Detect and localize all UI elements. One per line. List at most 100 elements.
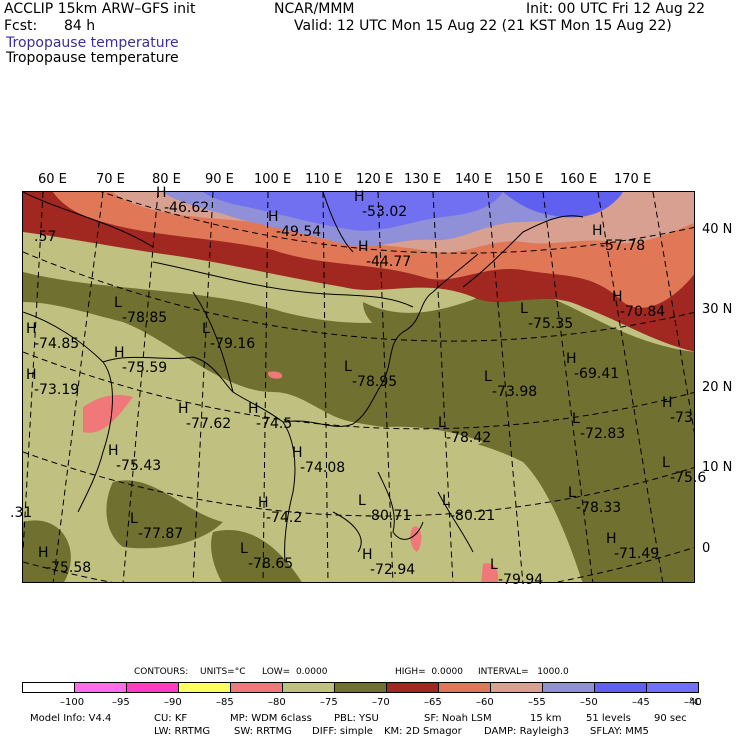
center-type: H	[178, 401, 189, 417]
center-value: -72.83	[580, 426, 626, 442]
center-label: L -78.95	[342, 360, 397, 390]
lon-label: 120 E	[356, 172, 394, 187]
colorbar-swatch	[282, 682, 335, 693]
colorbar-swatch	[438, 682, 491, 693]
center-value: -74.2	[266, 510, 303, 526]
center-type: H	[248, 401, 259, 417]
footer-diff: DIFF: simple	[312, 726, 373, 737]
center-label: L -75.35	[518, 302, 573, 332]
center-type: H	[268, 209, 279, 225]
center-label: L -80.71	[356, 494, 411, 524]
colorbar-tick-label: –60	[476, 697, 494, 708]
center-type: H	[362, 547, 373, 563]
center-label: H -74.08	[290, 446, 345, 476]
contours-high: HIGH= 0.0000	[395, 667, 463, 677]
center-type: L	[484, 369, 492, 385]
contours-interval: INTERVAL= 1000.0	[478, 667, 569, 677]
lon-label: 80 E	[152, 172, 181, 187]
map-panel	[22, 191, 695, 583]
colorbar-swatch	[334, 682, 387, 693]
coastlines	[23, 192, 584, 563]
center-type: H	[114, 345, 125, 361]
colorbar-tick-label: –75	[320, 697, 338, 708]
footer-levels: 51 levels	[586, 713, 631, 724]
center-label: L -78.65	[238, 542, 293, 572]
field-blue	[203, 192, 503, 231]
field-light-olive-patch	[353, 426, 483, 452]
center-value: -77.87	[138, 526, 184, 542]
center-type: H	[354, 189, 365, 205]
field-hotpink-bay	[267, 371, 283, 379]
center-label: H -72.94	[360, 548, 415, 578]
center-value: -78.33	[576, 500, 622, 516]
colorbar-unit: °C	[689, 697, 701, 708]
contours-label: CONTOURS:	[134, 667, 189, 677]
field-dark-olive-w	[23, 520, 71, 582]
center-value: .31	[10, 505, 33, 521]
center-value: -73.19	[34, 382, 80, 398]
center-value: -70.84	[620, 304, 666, 320]
footer-cu: CU: KF	[154, 713, 188, 724]
footer-sf: SF: Noah LSM	[424, 713, 492, 724]
center-type: H	[606, 531, 617, 547]
center-value: -74.85	[34, 336, 80, 352]
center-value: -79.16	[210, 336, 256, 352]
footer-resolution: 15 km	[530, 713, 562, 724]
colorbar-swatch	[490, 682, 543, 693]
colorbar-tick-label: –50	[580, 697, 598, 708]
center-value: -78.85	[122, 310, 168, 326]
center-type: L	[202, 321, 210, 337]
center-value: -44.77	[366, 254, 412, 270]
field-hotpink-india	[83, 395, 133, 433]
center-type: L	[358, 493, 366, 509]
center-label: H -74.2	[256, 496, 302, 526]
center-type: H	[108, 443, 119, 459]
lon-label: 130 E	[404, 172, 442, 187]
colorbar-tick-label: –45	[632, 697, 650, 708]
footer-lw: LW: RRTMG	[154, 726, 211, 737]
center-label: H -73.19	[24, 368, 79, 398]
lon-label: 140 E	[455, 172, 493, 187]
center-value: -75.6	[670, 470, 707, 486]
center-label: L -79.16	[200, 322, 255, 352]
center-type: L	[442, 493, 450, 509]
center-label: H -74.5	[246, 402, 292, 432]
footer-sflay: SFLAY: MM5	[590, 726, 649, 737]
center-type: H	[592, 223, 603, 239]
center-label: H -69.41	[564, 352, 619, 382]
lon-label: 160 E	[560, 172, 598, 187]
colorbar-swatch	[542, 682, 595, 693]
center-label: H -57.78	[590, 224, 645, 254]
center-label: L -77.87	[128, 512, 183, 542]
field-title-contour: Tropopause temperature	[6, 50, 179, 66]
center-value: -75.35	[528, 316, 574, 332]
colorbar-tick-label: –85	[216, 697, 234, 708]
center-label: H -75.59	[112, 346, 167, 376]
center-label: .31	[0, 506, 32, 521]
center-label: L -80.21	[440, 494, 495, 524]
center-label: L -78.33	[566, 486, 621, 516]
center-value: -80.21	[450, 508, 496, 524]
lat-label: 20 N	[702, 380, 733, 395]
center-label: L -78.85	[112, 296, 167, 326]
center-label: L -72.83	[570, 412, 625, 442]
center-label: H -46.62	[154, 186, 209, 216]
center-value: -80.71	[366, 508, 412, 524]
lon-label: 70 E	[96, 172, 125, 187]
center-label: H -49.54	[266, 210, 321, 240]
center-value: -75.43	[116, 458, 162, 474]
center-type: L	[130, 511, 138, 527]
colorbar-swatch	[230, 682, 283, 693]
center-type: L	[438, 415, 446, 431]
colorbar-tick-label: –40	[684, 697, 702, 708]
center-value: -75.58	[46, 560, 92, 576]
center-type: L	[114, 295, 122, 311]
center-label: H -53.02	[352, 190, 407, 220]
center-type: L	[240, 541, 248, 557]
contours-units: UNITS=°C	[200, 667, 246, 677]
center-value: -77.62	[186, 416, 232, 432]
lat-label: 40 N	[702, 222, 733, 237]
center-type: H	[358, 239, 369, 255]
colorbar-tick-label: –95	[112, 697, 130, 708]
center-type: H	[26, 321, 37, 337]
